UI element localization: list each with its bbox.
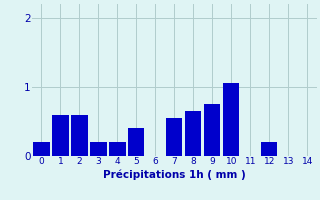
Bar <box>128 128 145 156</box>
Bar <box>185 111 202 156</box>
Bar <box>90 142 107 156</box>
Bar <box>52 115 68 156</box>
X-axis label: Précipitations 1h ( mm ): Précipitations 1h ( mm ) <box>103 169 246 180</box>
Bar <box>166 118 182 156</box>
Bar <box>71 115 88 156</box>
Bar <box>33 142 50 156</box>
Bar <box>223 83 239 156</box>
Bar <box>261 142 277 156</box>
Bar <box>204 104 220 156</box>
Bar <box>109 142 125 156</box>
